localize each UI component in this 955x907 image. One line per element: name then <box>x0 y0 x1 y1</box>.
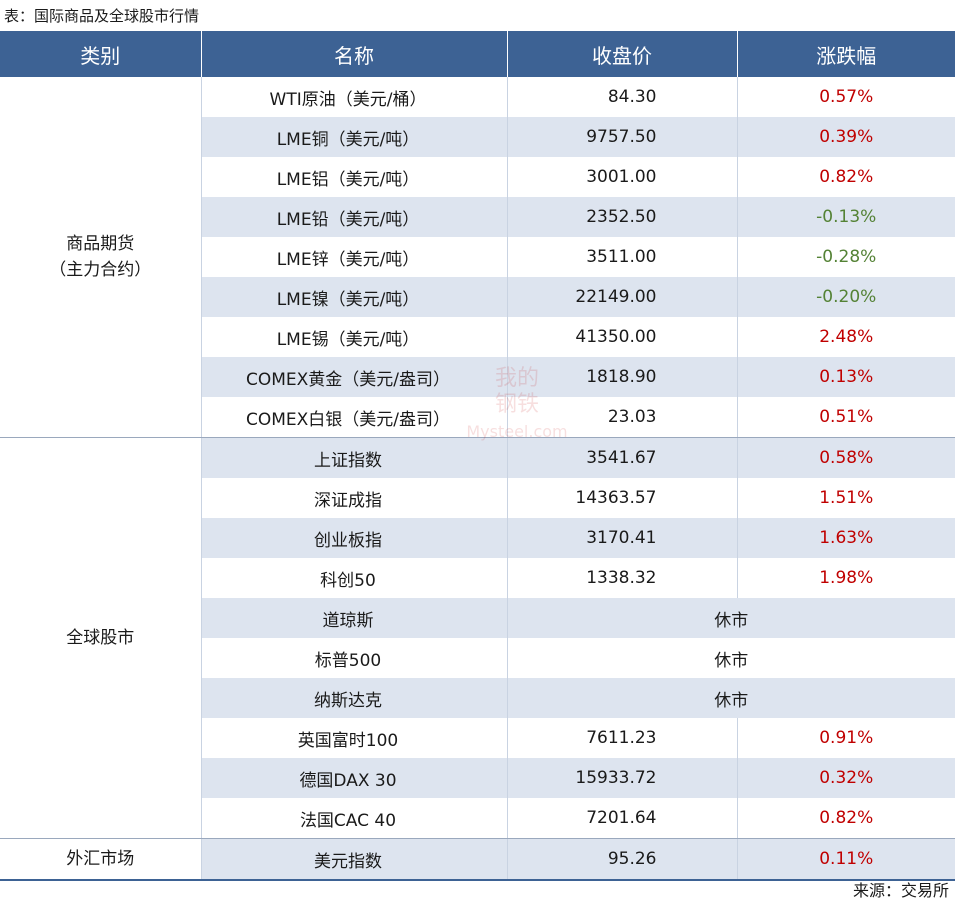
category-cell-fx: 外汇市场 <box>0 838 201 881</box>
instrument-name: 标普500 <box>200 638 507 678</box>
table-row: 商品期货 （主力合约） WTI原油（美元/桶） 84.30 0.57% <box>0 77 955 438</box>
change-percent: 1.63% <box>736 518 955 558</box>
table-row: 道琼斯 休市 <box>0 598 955 638</box>
instrument-name: COMEX黄金（美元/盎司） <box>200 357 507 397</box>
instrument-name: LME锌（美元/吨） <box>200 237 507 277</box>
change-percent: -0.13% <box>736 197 955 237</box>
table-row: 科创50 1338.32 1.98% <box>0 558 955 598</box>
table-row: 德国DAX 30 15933.72 0.32% <box>0 758 955 798</box>
change-percent: -0.28% <box>736 237 955 277</box>
change-percent: -0.20% <box>736 277 955 317</box>
change-percent: 0.82% <box>736 798 955 839</box>
watermark-logo: 我的 钢铁 Mysteel.com <box>466 366 568 441</box>
change-percent: 0.32% <box>736 758 955 798</box>
close-price: 1818.90 <box>506 357 737 397</box>
category-cell-stocks: 全球股市 <box>0 437 201 839</box>
table-row: 纳斯达克 休市 <box>0 678 955 718</box>
instrument-name: 纳斯达克 <box>200 678 507 718</box>
header-close: 收盘价 <box>506 31 737 77</box>
close-price: 1338.32 <box>506 558 737 598</box>
table-row: LME铅（美元/吨） 2352.50 -0.13% <box>0 197 955 237</box>
close-price: 14363.57 <box>506 478 737 518</box>
change-percent: 0.13% <box>736 357 955 397</box>
close-price: 23.03 <box>506 397 737 438</box>
table-row: 外汇市场 美元指数 95.26 0.11% <box>0 838 955 881</box>
change-percent: 0.51% <box>736 397 955 438</box>
market-table: 类别 名称 收盘价 涨跌幅 商品期货 （主力合约） WTI原油（美元/桶） 84.3… <box>0 31 955 881</box>
close-price: 22149.00 <box>506 277 737 317</box>
market-closed-cell: 休市 <box>506 598 955 638</box>
table-row: LME镍（美元/吨） 22149.00 -0.20% <box>0 277 955 317</box>
close-price: 3511.00 <box>506 237 737 277</box>
table-row: LME锌（美元/吨） 3511.00 -0.28% <box>0 237 955 277</box>
table-row: LME铜（美元/吨） 9757.50 0.39% <box>0 117 955 157</box>
instrument-name: 法国CAC 40 <box>200 798 507 839</box>
category-cell-commodities: 商品期货 （主力合约） <box>0 77 201 438</box>
close-price: 7201.64 <box>506 798 737 839</box>
source-note: 来源：交易所 <box>852 881 949 900</box>
change-percent: 0.11% <box>736 838 955 881</box>
instrument-name: 美元指数 <box>200 838 507 881</box>
close-price: 84.30 <box>506 77 737 117</box>
header-category: 类别 <box>0 31 201 77</box>
close-price: 95.26 <box>506 838 737 881</box>
instrument-name: LME铝（美元/吨） <box>200 157 507 197</box>
table-row: 标普500 休市 <box>0 638 955 678</box>
table-row: 创业板指 3170.41 1.63% <box>0 518 955 558</box>
instrument-name: 道琼斯 <box>200 598 507 638</box>
close-price: 3541.67 <box>506 437 737 478</box>
instrument-name: WTI原油（美元/桶） <box>200 77 507 117</box>
change-percent: 0.39% <box>736 117 955 157</box>
instrument-name: LME镍（美元/吨） <box>200 277 507 317</box>
table-row: COMEX黄金（美元/盎司） 1818.90 0.13% <box>0 357 955 397</box>
market-closed-cell: 休市 <box>506 678 955 718</box>
instrument-name: LME锡（美元/吨） <box>200 317 507 357</box>
instrument-name: 英国富时100 <box>200 718 507 758</box>
close-price: 9757.50 <box>506 117 737 157</box>
table-row: 英国富时100 7611.23 0.91% <box>0 718 955 758</box>
instrument-name: COMEX白银（美元/盎司） <box>200 397 507 438</box>
market-closed-cell: 休市 <box>506 638 955 678</box>
instrument-name: 深证成指 <box>200 478 507 518</box>
change-percent: 1.51% <box>736 478 955 518</box>
instrument-name: 科创50 <box>200 558 507 598</box>
change-percent: 0.58% <box>736 437 955 478</box>
change-percent: 0.57% <box>736 77 955 117</box>
instrument-name: 创业板指 <box>200 518 507 558</box>
change-percent: 0.82% <box>736 157 955 197</box>
header-name: 名称 <box>200 31 507 77</box>
instrument-name: 上证指数 <box>200 437 507 478</box>
table-row: LME锡（美元/吨） 41350.00 2.48% <box>0 317 955 357</box>
close-price: 15933.72 <box>506 758 737 798</box>
table-row: 法国CAC 40 7201.64 0.82% <box>0 798 955 839</box>
table-caption: 表：国际商品及全球股市行情 <box>4 7 200 25</box>
close-price: 41350.00 <box>506 317 737 357</box>
table-row: COMEX白银（美元/盎司） 23.03 0.51% <box>0 397 955 438</box>
close-price: 7611.23 <box>506 718 737 758</box>
table-row: 深证成指 14363.57 1.51% <box>0 478 955 518</box>
close-price: 2352.50 <box>506 197 737 237</box>
close-price: 3001.00 <box>506 157 737 197</box>
change-percent: 1.98% <box>736 558 955 598</box>
header-row: 类别 名称 收盘价 涨跌幅 <box>0 31 955 77</box>
instrument-name: LME铅（美元/吨） <box>200 197 507 237</box>
change-percent: 0.91% <box>736 718 955 758</box>
instrument-name: 德国DAX 30 <box>200 758 507 798</box>
table-row: 全球股市 上证指数 3541.67 0.58% <box>0 437 955 839</box>
close-price: 3170.41 <box>506 518 737 558</box>
change-percent: 2.48% <box>736 317 955 357</box>
table-row: LME铝（美元/吨） 3001.00 0.82% <box>0 157 955 197</box>
header-change: 涨跌幅 <box>736 31 955 77</box>
instrument-name: LME铜（美元/吨） <box>200 117 507 157</box>
